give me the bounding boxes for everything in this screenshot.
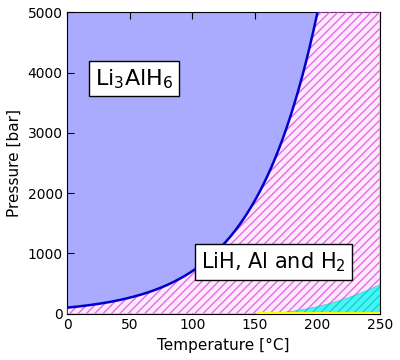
- Text: Li$_3$AlH$_6$: Li$_3$AlH$_6$: [95, 67, 174, 90]
- Polygon shape: [258, 285, 380, 314]
- X-axis label: Temperature [°C]: Temperature [°C]: [158, 338, 290, 353]
- Polygon shape: [68, 13, 318, 314]
- Polygon shape: [68, 13, 380, 314]
- Polygon shape: [258, 312, 380, 314]
- Polygon shape: [68, 13, 380, 314]
- Text: LiH, Al and H$_2$: LiH, Al and H$_2$: [201, 251, 346, 274]
- Polygon shape: [258, 285, 380, 314]
- Y-axis label: Pressure [bar]: Pressure [bar]: [7, 109, 22, 217]
